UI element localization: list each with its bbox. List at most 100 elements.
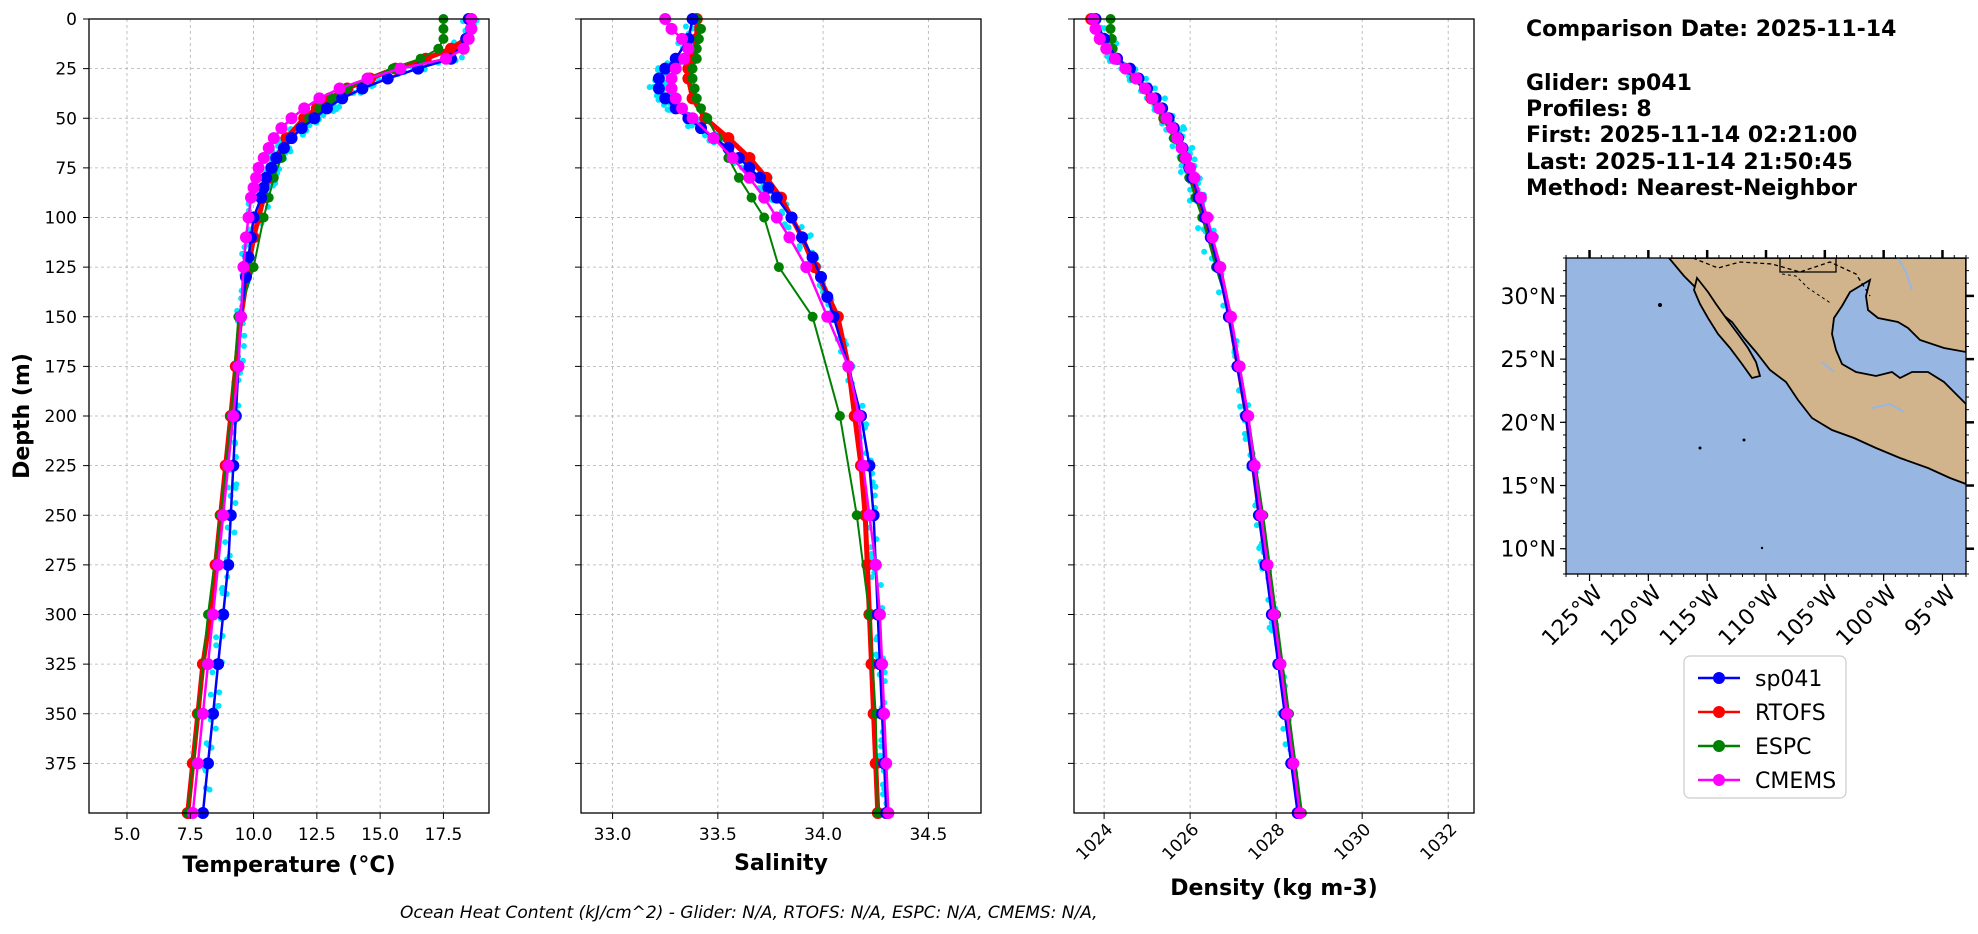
x-tick-label: 1030 bbox=[1331, 820, 1376, 865]
series-point-cmems bbox=[1248, 459, 1261, 472]
glider-profile-point bbox=[232, 500, 239, 507]
series-point-cmems bbox=[1242, 410, 1255, 422]
legend: sp041 RTOFS ESPC CMEMS bbox=[1683, 655, 1847, 799]
series-point-rtofs bbox=[869, 757, 882, 770]
y-tick-label: 75 bbox=[55, 159, 77, 179]
island-clipperton bbox=[1760, 546, 1764, 550]
series-point-sp041 bbox=[762, 181, 775, 194]
glider-profile-point bbox=[212, 725, 219, 732]
glider-profile-point bbox=[213, 642, 220, 649]
series-point-cmems bbox=[234, 310, 247, 323]
series-point-cmems bbox=[669, 62, 682, 75]
info-block: Comparison Date: 2025-11-14 Glider: sp04… bbox=[1526, 17, 1896, 201]
profiles-count: Profiles: 8 bbox=[1526, 97, 1652, 122]
series-point-sp041 bbox=[659, 92, 672, 105]
glider-profile-point bbox=[1151, 85, 1158, 92]
salinity-x-ticks: 33.0 33.5 34.0 34.5 bbox=[594, 813, 947, 845]
y-tick-label: 325 bbox=[45, 655, 77, 675]
series-point-sp041 bbox=[255, 191, 268, 204]
glider-profile-point bbox=[1195, 225, 1202, 232]
series-point-cmems bbox=[1280, 707, 1293, 720]
map-latitude-ticks: 30°N 25°N 20°N 15°N 10°N bbox=[1501, 285, 1974, 563]
glider-profile-point bbox=[1201, 248, 1208, 255]
series-point-sp041 bbox=[257, 181, 270, 194]
glider-profile-point bbox=[213, 634, 220, 641]
glider-profile-point bbox=[796, 242, 803, 249]
series-point-sp041 bbox=[652, 82, 665, 95]
series-point-cmems bbox=[239, 231, 252, 244]
series-point-sp041 bbox=[806, 251, 819, 264]
series-point-sp041 bbox=[212, 658, 225, 671]
series-point-espc bbox=[438, 23, 449, 34]
series-point-espc bbox=[733, 172, 744, 183]
density-x-ticks: 1024 1026 1028 1030 1032 bbox=[1072, 813, 1461, 865]
legend-label-sp041: sp041 bbox=[1755, 667, 1822, 692]
series-point-espc bbox=[248, 262, 259, 273]
series-point-cmems bbox=[1166, 122, 1179, 135]
y-tick-label: 375 bbox=[45, 754, 77, 774]
series-point-sp041 bbox=[308, 112, 321, 125]
series-point-cmems bbox=[1171, 132, 1184, 145]
map-lat-label: 15°N bbox=[1501, 475, 1556, 500]
series-point-sp041 bbox=[743, 161, 756, 174]
series-point-espc bbox=[689, 83, 700, 94]
x-tick-label: 17.5 bbox=[425, 825, 463, 845]
glider-profile-point bbox=[685, 123, 692, 130]
salinity-panel: 33.0 33.5 34.0 34.5 Salinity bbox=[575, 13, 982, 876]
series-point-cmems bbox=[876, 658, 889, 671]
series-point-cmems bbox=[212, 558, 225, 571]
glider-profile-point bbox=[1191, 156, 1198, 163]
glider-profile-point bbox=[1169, 143, 1176, 150]
glider-profile-point bbox=[458, 54, 465, 61]
glider-profile-point bbox=[203, 740, 210, 747]
comparison-date: Comparison Date: 2025-11-14 bbox=[1526, 17, 1896, 42]
y-tick-label: 125 bbox=[45, 258, 77, 278]
temperature-y-ticks: 0 25 50 75 100 125 150 175 200 225 250 275 300 325 350… bbox=[45, 10, 89, 774]
series-point-cmems bbox=[1160, 112, 1173, 125]
series-point-espc bbox=[1105, 23, 1116, 34]
glider-profile-point bbox=[1181, 125, 1188, 132]
series-point-cmems bbox=[863, 509, 876, 522]
series-point-espc bbox=[864, 609, 875, 620]
glider-profile-point bbox=[241, 332, 248, 339]
series-point-rtofs bbox=[743, 151, 756, 164]
legend-box bbox=[1683, 655, 1847, 799]
series-point-cmems bbox=[191, 757, 204, 770]
series-point-cmems bbox=[267, 132, 280, 145]
series-point-sp041 bbox=[821, 290, 834, 303]
glider-profile-point bbox=[231, 529, 238, 536]
salinity-grid bbox=[581, 18, 981, 813]
series-point-espc bbox=[433, 43, 444, 54]
series-point-cmems bbox=[665, 22, 678, 35]
series-point-cmems bbox=[245, 191, 258, 204]
glider-profile-point bbox=[240, 342, 247, 349]
series-point-cmems bbox=[361, 72, 374, 85]
y-tick-label: 275 bbox=[45, 556, 77, 576]
x-tick-label: 33.5 bbox=[699, 825, 737, 845]
salinity-x-label: Salinity bbox=[734, 851, 828, 876]
series-point-cmems bbox=[333, 82, 346, 95]
glider-profile-point bbox=[209, 669, 216, 676]
series-point-espc bbox=[691, 93, 702, 104]
first-time: First: 2025-11-14 02:21:00 bbox=[1526, 123, 1857, 148]
series-point-espc bbox=[687, 73, 698, 84]
land-mexico bbox=[1667, 258, 1966, 485]
series-point-cmems bbox=[1100, 42, 1113, 55]
glider-profile-point bbox=[222, 539, 229, 546]
y-tick-label: 300 bbox=[45, 606, 77, 626]
series-point-rtofs bbox=[865, 658, 878, 671]
series-point-sp041 bbox=[669, 52, 682, 65]
x-tick-label: 34.0 bbox=[804, 825, 842, 845]
y-tick-label: 200 bbox=[45, 407, 77, 427]
series-point-cmems bbox=[1268, 608, 1280, 621]
series-point-espc bbox=[834, 411, 845, 421]
x-tick-label: 7.5 bbox=[177, 825, 204, 845]
y-tick-label: 250 bbox=[45, 506, 77, 526]
series-point-sp041 bbox=[770, 191, 783, 204]
series-point-cmems bbox=[857, 459, 870, 472]
series-point-espc bbox=[438, 33, 449, 44]
temperature-x-label: Temperature (°C) bbox=[182, 853, 395, 878]
glider-profile-point bbox=[1253, 522, 1260, 529]
glider-profile-point bbox=[871, 492, 878, 499]
density-grid bbox=[1074, 18, 1474, 813]
